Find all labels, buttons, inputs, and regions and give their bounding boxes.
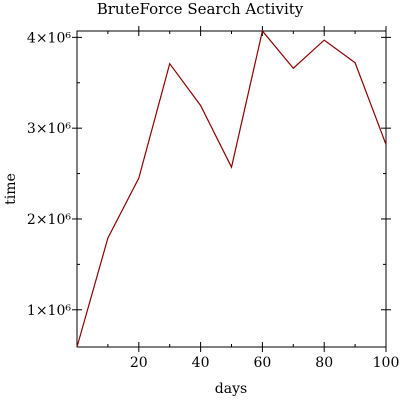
axis-ticks	[72, 26, 391, 352]
x-tick-label: 100	[373, 355, 400, 371]
y-tick-label: 4×10⁶	[27, 30, 71, 46]
series-layer	[76, 29, 387, 348]
y-tick-label: 3×10⁶	[27, 121, 71, 137]
y-tick-label: 1×10⁶	[27, 303, 71, 319]
x-tick-label: 80	[315, 355, 333, 371]
y-axis-label: time	[3, 173, 19, 205]
series-line	[76, 29, 387, 348]
chart-title: BruteForce Search Activity	[97, 0, 304, 18]
x-tick-label: 20	[130, 355, 148, 371]
plot-frame	[76, 30, 387, 348]
x-tick-label: 60	[253, 355, 271, 371]
x-axis-label: days	[215, 381, 247, 397]
x-tick-label: 40	[192, 355, 210, 371]
y-tick-label: 2×10⁶	[27, 212, 71, 228]
y-tick-labels: 1×10⁶ 2×10⁶ 3×10⁶ 4×10⁶	[27, 30, 71, 318]
x-tick-labels: 20 40 60 80 100	[130, 355, 399, 371]
